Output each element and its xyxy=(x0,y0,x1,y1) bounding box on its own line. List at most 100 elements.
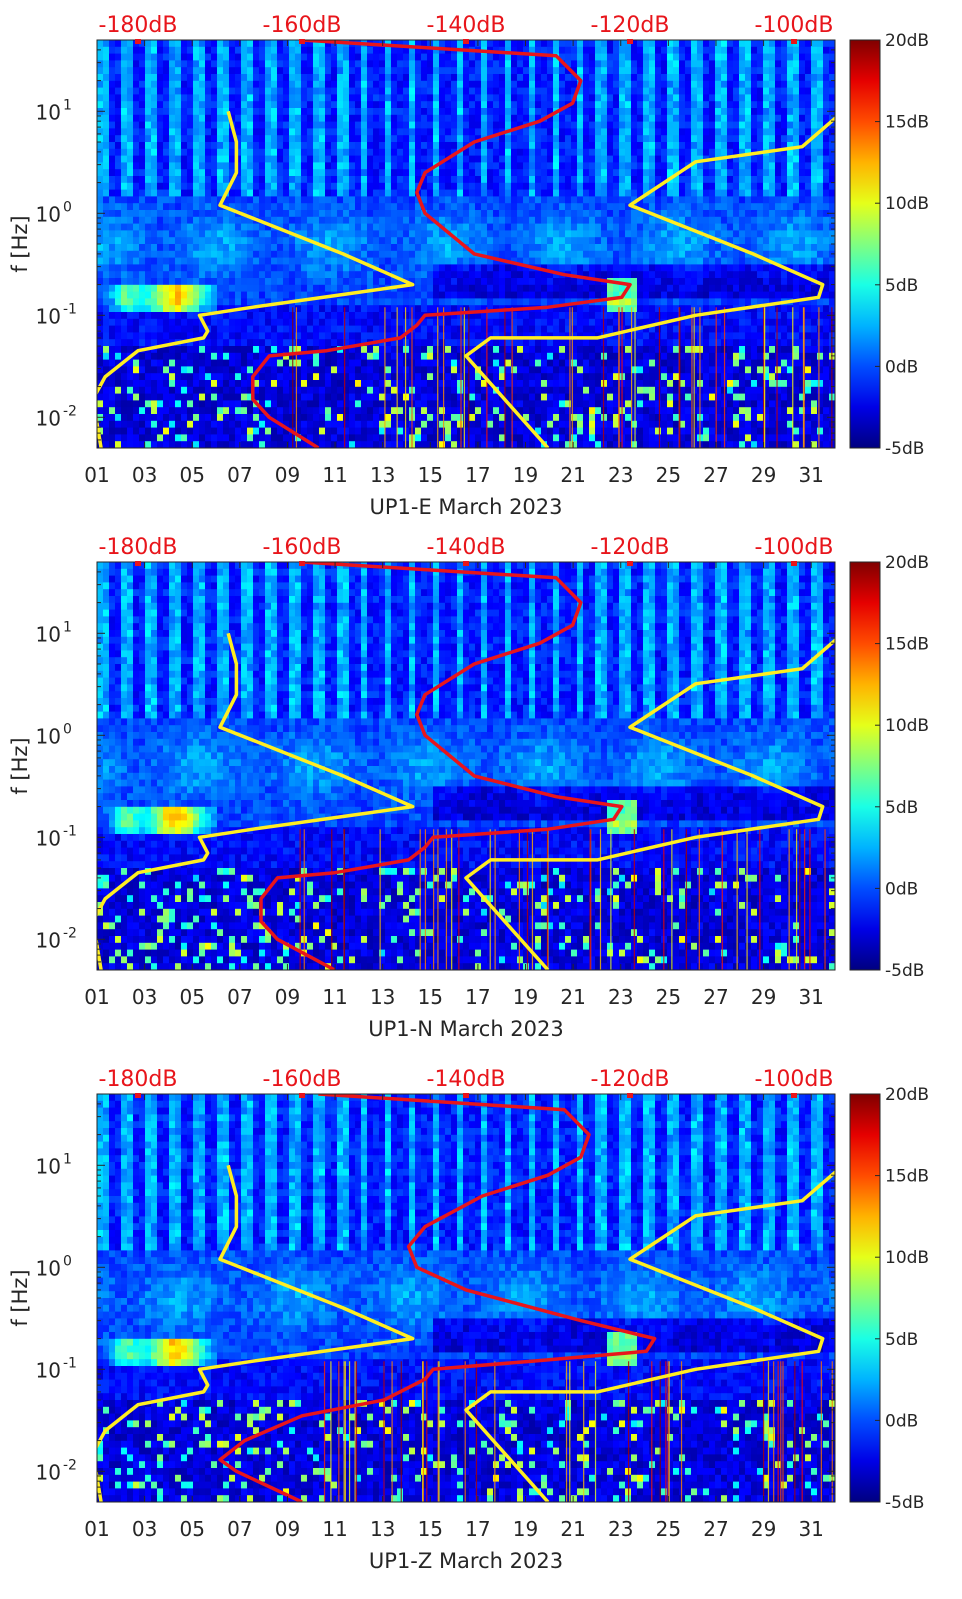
y-tick-label: 10 xyxy=(36,304,61,328)
top-db-label: -140dB xyxy=(427,1067,506,1092)
x-tick-label: 01 xyxy=(84,985,109,1009)
y-tick-label: 10 xyxy=(36,1358,61,1382)
x-tick-label: 21 xyxy=(560,1517,585,1541)
y-axis-title: f [Hz] xyxy=(8,737,32,794)
x-tick-label: 27 xyxy=(703,463,728,487)
top-db-label: -160dB xyxy=(263,535,342,560)
lower-noise-model-line xyxy=(97,110,415,448)
colorbar xyxy=(849,39,881,449)
x-tick-label: 17 xyxy=(465,1517,490,1541)
x-tick-label: 03 xyxy=(132,463,157,487)
colorbar-label: 0dB xyxy=(885,1411,918,1431)
x-tick-label: 23 xyxy=(608,1517,633,1541)
top-db-label: -140dB xyxy=(427,535,506,560)
top-db-label: -180dB xyxy=(99,1067,178,1092)
colorbar-label: 0dB xyxy=(885,357,918,377)
x-tick-label: 23 xyxy=(608,985,633,1009)
y-tick-label: 10 xyxy=(36,406,61,430)
colorbar-label: 10dB xyxy=(885,194,929,214)
x-tick-label: 01 xyxy=(84,463,109,487)
x-tick-label: 15 xyxy=(418,1517,443,1541)
x-tick-label: 11 xyxy=(322,463,347,487)
PSD-mode-line xyxy=(251,40,632,448)
y-tick-label: 10 xyxy=(36,826,61,850)
x-tick-label: 13 xyxy=(370,985,395,1009)
high-noise-model-line xyxy=(464,116,835,448)
colorbar-label: -5dB xyxy=(885,961,924,981)
lower-noise-model-line xyxy=(97,632,415,970)
colorbar-label: 0dB xyxy=(885,879,918,899)
x-tick-label: 27 xyxy=(703,1517,728,1541)
colorbar xyxy=(849,561,881,971)
top-db-label: -100dB xyxy=(755,535,834,560)
y-tick-label: 10 xyxy=(36,100,61,124)
colorbar-label: 15dB xyxy=(885,635,929,655)
y-tick-label: 10 xyxy=(36,724,61,748)
colorbar-label: 15dB xyxy=(885,1167,929,1187)
x-axis-title: UP1-E March 2023 xyxy=(369,495,562,519)
top-db-label: -120dB xyxy=(591,535,670,560)
x-tick-label: 31 xyxy=(798,1517,823,1541)
PSD-mode-line xyxy=(218,1094,657,1502)
colorbar xyxy=(849,1093,881,1503)
y-tick-label: 10 xyxy=(36,1154,61,1178)
PSD-mode-line xyxy=(259,562,624,970)
x-tick-label: 07 xyxy=(227,1517,252,1541)
y-tick-label: 10 xyxy=(36,1256,61,1280)
x-tick-label: 03 xyxy=(132,1517,157,1541)
y-tick-label: 10 xyxy=(36,1460,61,1484)
x-tick-label: 19 xyxy=(513,985,538,1009)
x-tick-label: 05 xyxy=(179,985,204,1009)
x-tick-label: 21 xyxy=(560,985,585,1009)
x-tick-label: 31 xyxy=(798,463,823,487)
y-tick-exponent: -2 xyxy=(63,403,77,419)
y-tick-exponent: 0 xyxy=(63,199,72,215)
x-tick-label: 07 xyxy=(227,985,252,1009)
top-db-label: -160dB xyxy=(263,13,342,38)
top-db-label: -120dB xyxy=(591,13,670,38)
lower-noise-model-line xyxy=(97,1164,415,1502)
x-tick-label: 31 xyxy=(798,985,823,1009)
y-tick-exponent: -1 xyxy=(63,301,77,317)
y-axis-title: f [Hz] xyxy=(8,215,32,272)
x-tick-label: 03 xyxy=(132,985,157,1009)
colorbar-label: 20dB xyxy=(885,553,929,573)
y-tick-exponent: 1 xyxy=(63,619,72,635)
x-tick-label: 13 xyxy=(370,463,395,487)
x-axis-title: UP1-Z March 2023 xyxy=(369,1549,563,1573)
x-tick-label: 15 xyxy=(418,985,443,1009)
x-tick-label: 27 xyxy=(703,985,728,1009)
y-tick-exponent: 0 xyxy=(63,721,72,737)
spectrogram-heatmap xyxy=(97,1094,835,1502)
colorbar-label: 10dB xyxy=(885,1248,929,1268)
top-db-label: -100dB xyxy=(755,1067,834,1092)
x-tick-label: 05 xyxy=(179,463,204,487)
colorbar-label: 5dB xyxy=(885,276,918,296)
colorbar-label: 20dB xyxy=(885,1085,929,1105)
colorbar-label: -5dB xyxy=(885,1493,924,1513)
colorbar-label: 10dB xyxy=(885,716,929,736)
top-db-label: -100dB xyxy=(755,13,834,38)
y-tick-label: 10 xyxy=(36,622,61,646)
colorbar-label: 20dB xyxy=(885,31,929,51)
y-axis-title: f [Hz] xyxy=(8,1269,32,1326)
x-tick-label: 25 xyxy=(656,1517,681,1541)
x-tick-label: 29 xyxy=(751,985,776,1009)
x-tick-label: 07 xyxy=(227,463,252,487)
x-tick-label: 15 xyxy=(418,463,443,487)
colorbar-label: 5dB xyxy=(885,798,918,818)
top-db-label: -180dB xyxy=(99,535,178,560)
x-tick-label: 09 xyxy=(275,463,300,487)
x-axis-title: UP1-N March 2023 xyxy=(368,1017,564,1041)
x-tick-label: 13 xyxy=(370,1517,395,1541)
colorbar-label: 5dB xyxy=(885,1330,918,1350)
y-tick-label: 10 xyxy=(36,202,61,226)
top-db-label: -180dB xyxy=(99,13,178,38)
x-tick-label: 11 xyxy=(322,1517,347,1541)
x-tick-label: 21 xyxy=(560,463,585,487)
x-tick-label: 17 xyxy=(465,463,490,487)
y-tick-exponent: 1 xyxy=(63,1151,72,1167)
x-tick-label: 29 xyxy=(751,1517,776,1541)
